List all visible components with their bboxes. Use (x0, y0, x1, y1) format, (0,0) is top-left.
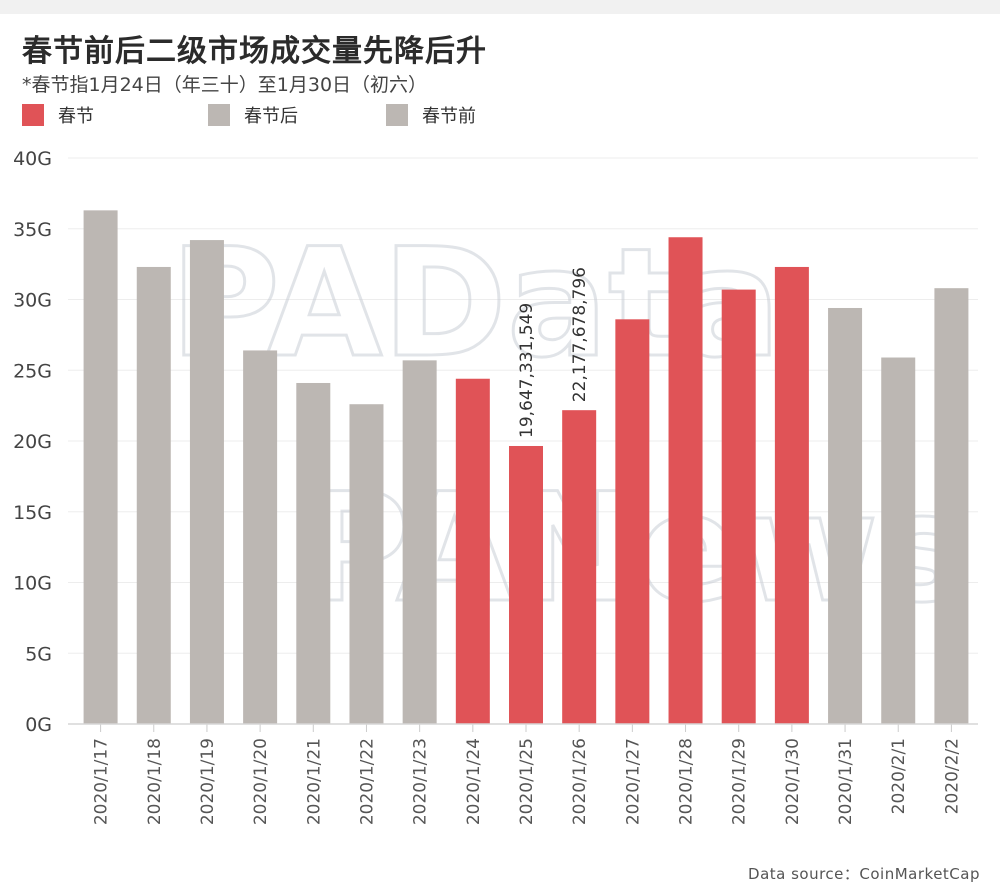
bar-chart: PAData PANews 0G5G10G15G20G25G30G35G40G … (13, 148, 978, 825)
x-tick-label: 2020/1/31 (836, 738, 856, 825)
bar-2020-1-17 (83, 210, 118, 725)
bar-2020-1-21 (296, 382, 331, 724)
y-tick-label: 10G (13, 573, 52, 595)
legend-label-chunjie: 春节 (58, 106, 94, 127)
y-axis: 0G 5G 10G 15G 20G 25G 30G 35G 40G (13, 148, 52, 736)
x-tick-label: 2020/1/19 (198, 738, 218, 825)
y-tick-label: 25G (13, 360, 52, 382)
bar-2020-1-27 (615, 319, 650, 724)
bar-2020-1-22 (349, 404, 384, 724)
x-tick-label: 2020/1/26 (570, 738, 590, 825)
x-tick-label: 2020/1/21 (304, 738, 324, 825)
legend-swatch-before (386, 104, 408, 126)
data-source: Data source：CoinMarketCap (748, 865, 980, 883)
x-tick-label: 2020/2/2 (942, 738, 962, 814)
legend-item-chunjie: 春节 (22, 102, 94, 128)
bar-2020-1-30 (774, 266, 809, 724)
bar-2020-2-1 (881, 357, 916, 724)
x-tick-label: 2020/1/18 (145, 738, 165, 825)
x-tick-label: 2020/1/23 (411, 738, 431, 825)
bar-2020-1-29 (721, 289, 756, 724)
y-tick-label: 0G (25, 714, 52, 736)
legend: 春节 春节后 春节前 (22, 102, 982, 128)
x-tick-label: 2020/1/24 (464, 738, 484, 825)
chart-subtitle: *春节指1月24日（年三十）至1月30日（初六） (22, 74, 428, 96)
x-tick-label: 2020/1/20 (251, 738, 271, 825)
bars (83, 210, 969, 725)
data-label: 19,647,331,549 (517, 303, 537, 438)
x-tick-label: 2020/1/28 (677, 738, 697, 825)
y-tick-label: 20G (13, 431, 52, 453)
x-tick-label: 2020/1/29 (730, 738, 750, 825)
legend-swatch-after (208, 104, 230, 126)
x-tick-label: 2020/2/1 (889, 738, 909, 814)
y-tick-label: 35G (13, 219, 52, 241)
bar-2020-1-26 (562, 410, 597, 724)
bar-2020-1-18 (136, 266, 171, 724)
legend-item-before: 春节前 (386, 102, 476, 128)
y-tick-label: 5G (25, 643, 52, 665)
y-tick-label: 15G (13, 502, 52, 524)
x-tick-label: 2020/1/25 (517, 738, 537, 825)
x-tick-label: 2020/1/27 (623, 738, 643, 825)
data-label: 22,177,678,796 (570, 267, 590, 402)
x-axis: 2020/1/17 2020/1/18 2020/1/19 2020/1/20 2020… (68, 723, 978, 825)
legend-swatch-chunjie (22, 104, 44, 126)
chart-title: 春节前后二级市场成交量先降后升 (22, 34, 487, 69)
bar-2020-1-23 (402, 360, 437, 724)
data-labels: 19,647,331,549 22,177,678,796 (517, 267, 590, 438)
legend-label-after: 春节后 (244, 106, 298, 127)
x-tick-label: 2020/1/17 (92, 738, 112, 825)
bar-2020-1-20 (243, 350, 278, 724)
bar-2020-1-25 (509, 445, 543, 724)
y-tick-label: 40G (13, 148, 52, 170)
legend-label-before: 春节前 (422, 106, 476, 127)
bar-2020-1-28 (668, 237, 703, 724)
x-tick-label: 2020/1/22 (357, 738, 377, 825)
bar-2020-2-2 (934, 288, 969, 724)
top-rule (0, 0, 1000, 14)
y-tick-label: 30G (13, 290, 52, 312)
bar-2020-1-24 (455, 378, 490, 724)
bar-2020-1-19 (189, 240, 224, 724)
legend-item-after: 春节后 (208, 102, 298, 128)
bar-2020-1-31 (828, 307, 863, 724)
x-tick-label: 2020/1/30 (783, 738, 803, 825)
